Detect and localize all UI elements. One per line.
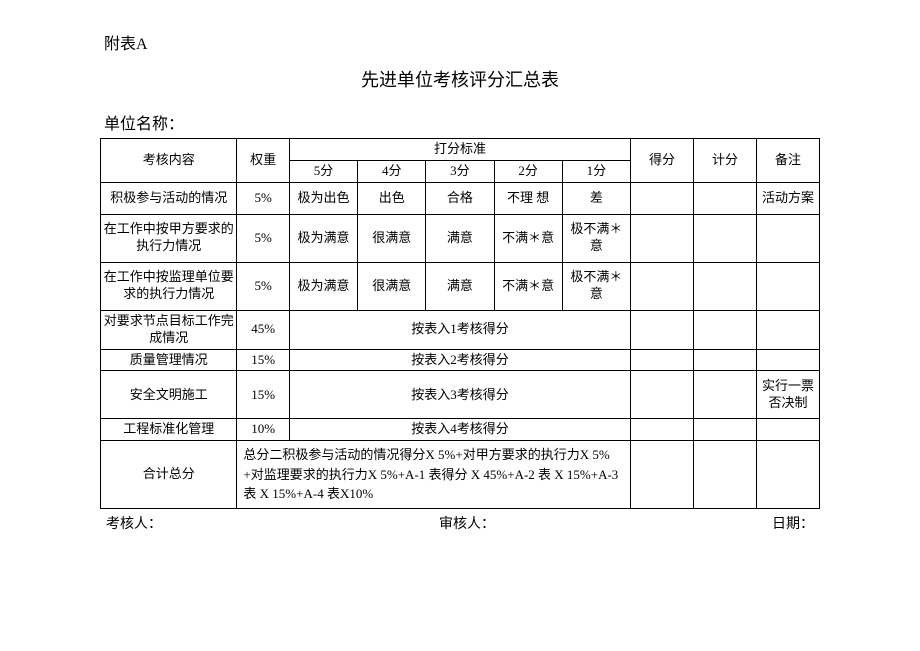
hdr-1: 1分 <box>562 160 630 182</box>
table-row: 在工作中按监理单位要求的执行力情况 5% 极为满意 很满意 满意 不满＊意 极不… <box>101 262 820 310</box>
r3-c2: 不满＊意 <box>494 262 562 310</box>
r1-c2: 不理 想 <box>494 182 562 214</box>
r5-remark <box>756 349 819 371</box>
r1-c5: 极为出色 <box>289 182 357 214</box>
header-row-1: 考核内容 权重 打分标准 得分 计分 备注 <box>101 139 820 161</box>
hdr-5: 5分 <box>289 160 357 182</box>
r2-jifen <box>693 214 756 262</box>
r7-result <box>631 419 694 441</box>
r4-merged: 按表入1考核得分 <box>289 310 630 349</box>
total-result <box>631 441 694 509</box>
total-row: 合计总分 总分二积极参与活动的情况得分X 5%+对甲方要求的执行力X 5%+对监… <box>101 441 820 509</box>
table-row: 对要求节点目标工作完成情况 45% 按表入1考核得分 <box>101 310 820 349</box>
reviewer-label: 审核人： <box>439 513 495 533</box>
r2-weight: 5% <box>237 214 289 262</box>
hdr-jifen: 计分 <box>693 139 756 183</box>
r6-content: 安全文明施工 <box>101 371 237 419</box>
r3-c3: 满意 <box>426 262 494 310</box>
r4-remark <box>756 310 819 349</box>
r1-c3: 合格 <box>426 182 494 214</box>
r6-merged: 按表入3考核得分 <box>289 371 630 419</box>
table-row: 在工作中按甲方要求的执行力情况 5% 极为满意 很满意 满意 不满＊意 极不满＊… <box>101 214 820 262</box>
r1-c4: 出色 <box>358 182 426 214</box>
r3-jifen <box>693 262 756 310</box>
total-label: 合计总分 <box>101 441 237 509</box>
table-row: 积极参与活动的情况 5% 极为出色 出色 合格 不理 想 差 活动方案 <box>101 182 820 214</box>
r3-weight: 5% <box>237 262 289 310</box>
r1-jifen <box>693 182 756 214</box>
r7-weight: 10% <box>237 419 289 441</box>
table-row: 安全文明施工 15% 按表入3考核得分 实行一票否决制 <box>101 371 820 419</box>
r4-content: 对要求节点目标工作完成情况 <box>101 310 237 349</box>
r1-remark: 活动方案 <box>756 182 819 214</box>
hdr-result: 得分 <box>631 139 694 183</box>
unit-name-label: 单位名称： <box>104 110 820 134</box>
r1-result <box>631 182 694 214</box>
r2-c5: 极为满意 <box>289 214 357 262</box>
r5-result <box>631 349 694 371</box>
r2-result <box>631 214 694 262</box>
r1-content: 积极参与活动的情况 <box>101 182 237 214</box>
r7-jifen <box>693 419 756 441</box>
r6-result <box>631 371 694 419</box>
r2-c1: 极不满＊意 <box>562 214 630 262</box>
r2-content: 在工作中按甲方要求的执行力情况 <box>101 214 237 262</box>
date-label: 日期： <box>772 513 814 533</box>
r6-weight: 15% <box>237 371 289 419</box>
page-title: 先进单位考核评分汇总表 <box>100 66 820 92</box>
r3-content: 在工作中按监理单位要求的执行力情况 <box>101 262 237 310</box>
r2-c2: 不满＊意 <box>494 214 562 262</box>
r1-weight: 5% <box>237 182 289 214</box>
hdr-remark: 备注 <box>756 139 819 183</box>
r7-content: 工程标准化管理 <box>101 419 237 441</box>
hdr-3: 3分 <box>426 160 494 182</box>
total-jifen <box>693 441 756 509</box>
table-row: 工程标准化管理 10% 按表入4考核得分 <box>101 419 820 441</box>
r4-result <box>631 310 694 349</box>
r2-c4: 很满意 <box>358 214 426 262</box>
r6-remark: 实行一票否决制 <box>756 371 819 419</box>
assessor-label: 考核人： <box>106 513 162 533</box>
r1-c1: 差 <box>562 182 630 214</box>
r3-remark <box>756 262 819 310</box>
r4-weight: 45% <box>237 310 289 349</box>
scoring-table: 考核内容 权重 打分标准 得分 计分 备注 5分 4分 3分 2分 1分 积极参… <box>100 138 820 509</box>
hdr-weight: 权重 <box>237 139 289 183</box>
hdr-content: 考核内容 <box>101 139 237 183</box>
r2-remark <box>756 214 819 262</box>
total-remark <box>756 441 819 509</box>
hdr-2: 2分 <box>494 160 562 182</box>
r5-jifen <box>693 349 756 371</box>
r5-weight: 15% <box>237 349 289 371</box>
r3-result <box>631 262 694 310</box>
r2-c3: 满意 <box>426 214 494 262</box>
hdr-4: 4分 <box>358 160 426 182</box>
r3-c1: 极不满＊意 <box>562 262 630 310</box>
r7-merged: 按表入4考核得分 <box>289 419 630 441</box>
r7-remark <box>756 419 819 441</box>
r5-merged: 按表入2考核得分 <box>289 349 630 371</box>
r3-c5: 极为满意 <box>289 262 357 310</box>
r3-c4: 很满意 <box>358 262 426 310</box>
hdr-scoring-std: 打分标准 <box>289 139 630 161</box>
table-row: 质量管理情况 15% 按表入2考核得分 <box>101 349 820 371</box>
footer-row: 考核人： 审核人： 日期： <box>100 513 820 533</box>
r4-jifen <box>693 310 756 349</box>
appendix-label: 附表A <box>104 30 820 54</box>
r6-jifen <box>693 371 756 419</box>
r5-content: 质量管理情况 <box>101 349 237 371</box>
total-note: 总分二积极参与活动的情况得分X 5%+对甲方要求的执行力X 5%+对监理要求的执… <box>237 441 631 509</box>
